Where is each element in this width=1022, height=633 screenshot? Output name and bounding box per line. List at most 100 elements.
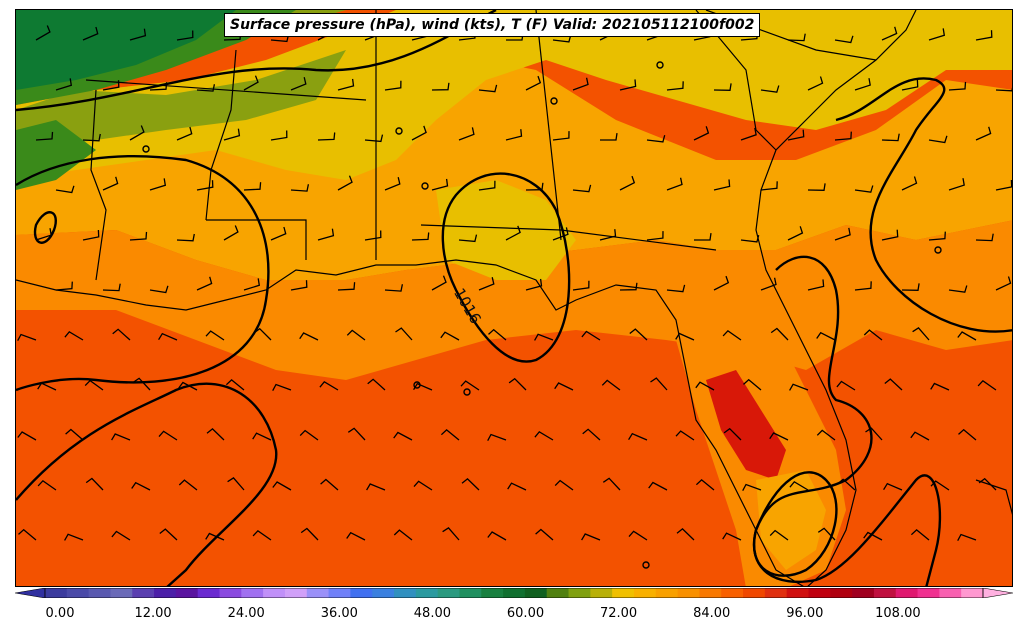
colorbar-cell [437, 588, 460, 598]
isobar-florida-loop [753, 255, 942, 586]
colorbar-cell [284, 588, 308, 598]
wind-barb [901, 283, 920, 291]
wind-barb [178, 479, 198, 491]
wind-barb [743, 378, 762, 391]
wind-barb [666, 177, 683, 191]
wind-barb [149, 82, 168, 91]
wind-barb [129, 125, 145, 141]
wind-barb [364, 134, 384, 143]
atlantic-coastline [755, 10, 917, 586]
station-marker [656, 61, 664, 69]
wind-barb [601, 379, 621, 391]
wind-barb [666, 284, 686, 293]
state-border-tx-la [90, 89, 107, 281]
wind-barb [646, 135, 666, 143]
wind-barb [149, 285, 169, 294]
wind-barb [995, 276, 1012, 291]
wind-barb [205, 330, 225, 341]
wind-barb [431, 178, 449, 191]
state-border-la-ms [206, 219, 307, 260]
wind-barb [320, 478, 339, 491]
wind-barb [787, 129, 805, 141]
wind-barb [317, 132, 336, 141]
wind-barb [55, 78, 73, 91]
wind-barb [572, 280, 590, 291]
wind-barb [948, 285, 968, 293]
wind-barb [930, 480, 950, 491]
wind-barb [478, 180, 496, 191]
colorbar-cell [917, 588, 940, 598]
colorbar-cell [939, 588, 962, 598]
wind-barb [525, 182, 544, 191]
wind-barb [111, 530, 131, 541]
wind-barb [629, 328, 648, 341]
colorbar-cell [88, 588, 111, 598]
wind-barb [272, 481, 292, 491]
wind-barb [807, 183, 826, 191]
wind-barb [769, 432, 789, 441]
wind-barb [789, 480, 809, 491]
wind-barb [196, 276, 213, 291]
wind-barb [948, 81, 967, 91]
state-border-fl-north [420, 224, 717, 251]
map-panel: 1016 [15, 9, 1013, 587]
colorbar-cell [110, 588, 133, 598]
wind-barb [384, 284, 404, 292]
wind-barb [995, 87, 1012, 92]
wind-barb [82, 229, 100, 241]
wind-barb [581, 533, 601, 541]
wind-barb [37, 479, 57, 491]
wind-barb [317, 228, 335, 241]
temperature-band-yellow-central [436, 180, 576, 280]
wind-barb [619, 79, 637, 91]
wind-barb [600, 133, 618, 141]
wind-barb [176, 30, 194, 41]
wind-barb [102, 283, 121, 292]
wind-barb [740, 235, 760, 243]
colorbar-cell [66, 588, 90, 598]
wind-barb [619, 175, 636, 191]
state-border-ga-sc [695, 10, 777, 151]
colorbar-cell [503, 588, 526, 598]
wind-barb [395, 327, 413, 341]
wind-barb [458, 127, 475, 141]
wind-barb [928, 135, 948, 144]
wind-barb [760, 181, 778, 191]
wind-barb [223, 128, 241, 141]
wind-barb [978, 477, 997, 491]
wind-barb [270, 226, 287, 241]
wind-barb [901, 79, 919, 91]
wind-barb [508, 377, 527, 391]
wind-barb [834, 35, 854, 44]
wind-barb [928, 28, 946, 41]
wind-barb [290, 77, 307, 91]
wind-barb [65, 428, 84, 441]
colorbar-cell [786, 588, 809, 598]
wind-barb [85, 477, 104, 491]
colorbar-cell [481, 588, 504, 598]
state-border-tn-north [85, 79, 367, 101]
wind-barb [35, 228, 52, 241]
wind-barb [525, 75, 542, 91]
wind-barb [572, 184, 592, 193]
wind-barb [367, 378, 386, 391]
station-marker [642, 561, 650, 569]
wind-barb [666, 81, 684, 91]
wind-barb [693, 126, 710, 141]
wind-barb [694, 233, 712, 241]
colorbar-min-extend [15, 588, 46, 598]
wind-barb [243, 278, 261, 291]
temperature-band-yellow [16, 10, 1012, 180]
wind-barb [299, 429, 319, 441]
wind-barb [787, 226, 804, 241]
wind-barb [488, 328, 507, 341]
wind-barb [628, 530, 648, 541]
colorbar-cell [633, 588, 657, 598]
wind-barb [411, 232, 430, 241]
wind-barb [505, 225, 521, 241]
wind-barb [552, 35, 572, 43]
isobar-florida-inner [753, 471, 838, 577]
wind-barb [552, 227, 569, 241]
colorbar-cell [961, 588, 984, 598]
wind-barb [364, 230, 382, 241]
